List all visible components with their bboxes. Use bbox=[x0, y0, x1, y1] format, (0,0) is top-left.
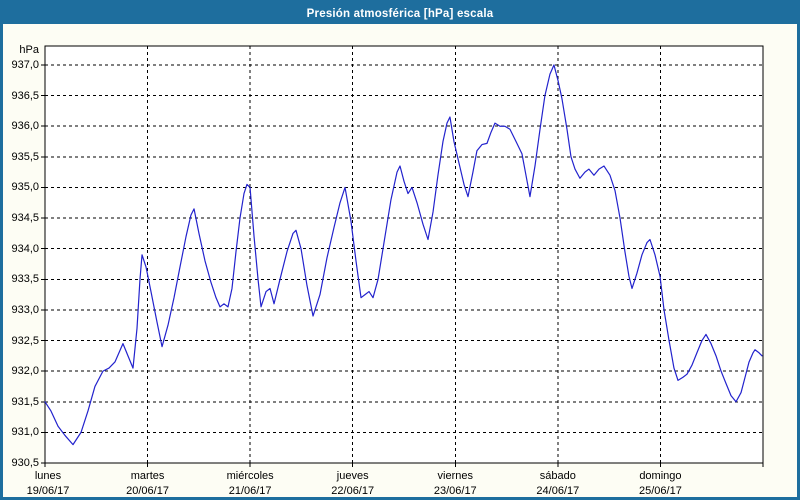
x-axis-day-name: jueves bbox=[336, 470, 369, 482]
pressure-series-line bbox=[44, 64, 763, 446]
x-axis-day-date: 21/06/17 bbox=[228, 485, 272, 497]
y-axis-tick-label: 935,0 bbox=[11, 181, 39, 194]
y-axis-tick-label: 935,5 bbox=[11, 150, 39, 163]
x-axis-day-name: sábado bbox=[539, 470, 576, 482]
y-axis-tick-label: 936,0 bbox=[11, 120, 39, 133]
y-axis-tick-label: 937,0 bbox=[11, 58, 39, 71]
x-axis-day-date: 25/06/17 bbox=[639, 485, 682, 497]
plot-background bbox=[45, 46, 763, 463]
x-axis-day-name: viernes bbox=[437, 470, 474, 482]
y-axis-tick-label: 932,5 bbox=[11, 334, 39, 347]
y-axis-tick-label: 936,5 bbox=[11, 89, 39, 102]
plot-area bbox=[41, 45, 764, 467]
y-axis-tick-label: 933,0 bbox=[11, 303, 39, 316]
y-axis-tick-label: 931,0 bbox=[11, 426, 39, 439]
y-axis-unit-label: hPa bbox=[19, 44, 39, 56]
chart-title-bar: Presión atmosférica [hPa] escala bbox=[3, 3, 797, 24]
x-axis-day-name: martes bbox=[130, 470, 165, 482]
x-axis-day-name: miércoles bbox=[226, 470, 274, 482]
plot-border bbox=[44, 45, 764, 464]
pressure-line-chart: 937,0 936,5 936,0 935,5 935,0 934,5 934,0 933,5… bbox=[3, 24, 797, 497]
x-axis-day-name: lunes bbox=[34, 470, 62, 482]
x-axis-day-name: domingo bbox=[639, 470, 682, 482]
y-axis-tick-label: 934,0 bbox=[11, 242, 39, 255]
chart-title: Presión atmosférica [hPa] escala bbox=[306, 7, 494, 20]
y-axis-tick-label: 934,5 bbox=[11, 212, 39, 225]
x-axis-day-date: 19/06/17 bbox=[26, 485, 70, 497]
y-axis-tick-label: 933,5 bbox=[11, 273, 39, 286]
x-axis-day-date: 20/06/17 bbox=[126, 485, 169, 497]
x-axis-day-date: 23/06/17 bbox=[433, 485, 477, 497]
y-axis-tick-label: 932,0 bbox=[11, 365, 39, 378]
x-axis-day-date: 22/06/17 bbox=[331, 485, 375, 497]
x-axis-day-date: 24/06/17 bbox=[536, 485, 580, 497]
y-axis-tick-label: 931,5 bbox=[11, 395, 39, 408]
y-axis-tick-label: 930,5 bbox=[11, 457, 39, 469]
